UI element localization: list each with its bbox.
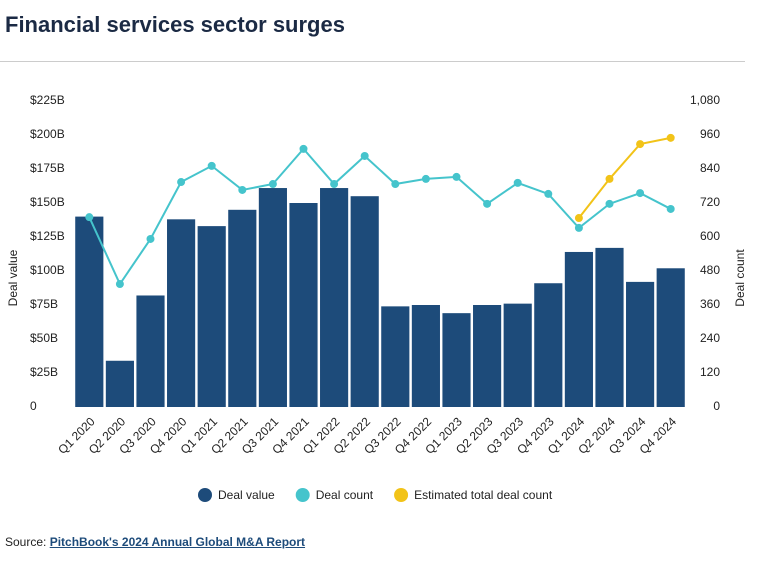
y2-tick-label: 480 bbox=[700, 263, 720, 277]
source-prefix: Source: bbox=[5, 535, 47, 549]
source-link[interactable]: PitchBook's 2024 Annual Global M&A Repor… bbox=[49, 535, 306, 549]
bar bbox=[411, 305, 440, 407]
legend-label: Deal count bbox=[316, 488, 374, 502]
bar bbox=[503, 303, 532, 407]
bar bbox=[105, 360, 134, 407]
bar bbox=[197, 226, 226, 407]
bar bbox=[595, 247, 624, 407]
point bbox=[574, 223, 583, 232]
y-tick-label: $75B bbox=[30, 297, 58, 311]
bar bbox=[564, 251, 593, 407]
bar bbox=[442, 313, 471, 407]
point bbox=[360, 151, 369, 160]
bar bbox=[136, 295, 165, 407]
y-tick-label: $225B bbox=[30, 93, 65, 107]
point bbox=[85, 213, 94, 222]
y-tick-label: $100B bbox=[30, 263, 65, 277]
point bbox=[115, 280, 124, 289]
legend-swatch bbox=[394, 488, 409, 502]
bar bbox=[534, 283, 563, 407]
point bbox=[605, 174, 614, 183]
y-tick-label: $150B bbox=[30, 195, 65, 209]
bar bbox=[656, 268, 685, 407]
y-tick-label: $175B bbox=[30, 161, 65, 175]
source: Source: PitchBook's 2024 Annual Global M… bbox=[5, 535, 305, 549]
bar bbox=[258, 188, 287, 407]
point bbox=[299, 144, 308, 153]
y2-tick-label: 360 bbox=[700, 297, 720, 311]
bar bbox=[167, 219, 196, 407]
y2-tick-label: 0 bbox=[713, 399, 720, 413]
line bbox=[578, 136, 671, 219]
y2-tick-label: 840 bbox=[700, 161, 720, 175]
bar bbox=[626, 281, 655, 407]
point bbox=[391, 180, 400, 189]
line bbox=[88, 147, 672, 287]
point bbox=[636, 140, 645, 149]
point bbox=[666, 133, 675, 142]
y2-tick-label: 1,080 bbox=[690, 93, 720, 107]
y2-tick-label: 240 bbox=[700, 331, 720, 345]
bar bbox=[320, 188, 349, 407]
point bbox=[330, 180, 339, 189]
bar bbox=[381, 306, 410, 407]
bar bbox=[228, 209, 257, 407]
bar bbox=[289, 203, 318, 407]
chart-title: Financial services sector surges bbox=[5, 12, 345, 37]
point bbox=[666, 204, 675, 213]
legend-swatch bbox=[198, 488, 212, 502]
bar bbox=[350, 196, 379, 407]
point bbox=[177, 178, 186, 187]
y2-tick-label: 120 bbox=[700, 365, 720, 379]
y-tick-label: 0 bbox=[30, 399, 37, 413]
chart: Deal value Deal count 0 $25B $50B $75B $100B… bbox=[6, 93, 747, 502]
legend-label: Estimated total deal count bbox=[414, 488, 553, 502]
point bbox=[238, 185, 247, 194]
legend-swatch bbox=[295, 488, 310, 502]
point bbox=[421, 174, 430, 183]
legend-label: Deal value bbox=[218, 488, 275, 502]
divider bbox=[0, 61, 745, 62]
point bbox=[605, 199, 614, 208]
y-tick-label: $25B bbox=[30, 365, 58, 379]
point bbox=[544, 189, 553, 198]
point bbox=[483, 199, 492, 208]
point bbox=[268, 180, 277, 189]
y-tick-label: $200B bbox=[30, 127, 65, 141]
y2-tick-label: 960 bbox=[700, 127, 720, 141]
point bbox=[207, 161, 216, 170]
y2-axis-title: Deal count bbox=[733, 249, 747, 307]
y-tick-label: $50B bbox=[30, 331, 58, 345]
bar bbox=[473, 305, 502, 407]
point bbox=[574, 214, 583, 223]
y-axis-title: Deal value bbox=[6, 249, 20, 306]
point bbox=[636, 189, 645, 198]
y2-tick-label: 720 bbox=[700, 195, 720, 209]
point bbox=[513, 178, 522, 187]
y-tick-label: $125B bbox=[30, 229, 65, 243]
point bbox=[146, 234, 155, 243]
bar bbox=[75, 216, 104, 407]
point bbox=[452, 172, 461, 181]
y2-tick-label: 600 bbox=[700, 229, 720, 243]
